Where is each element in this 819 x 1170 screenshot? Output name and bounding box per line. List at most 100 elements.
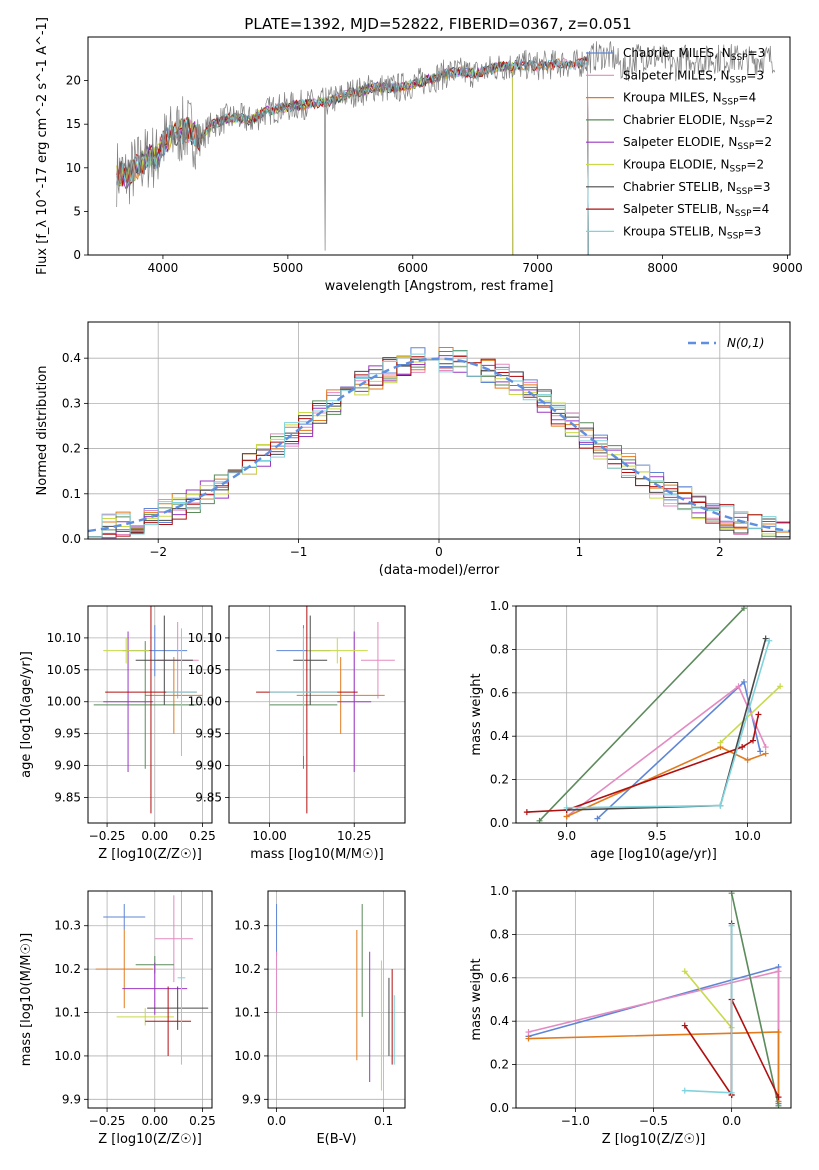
panel-massweight-vs-Z: −1.0 −0.5 0.0 0.0 0.2 0.4 0.6 0.8 1.0 Z [log10(Z/… — [469, 884, 792, 1147]
figure-title: PLATE=1392, MJD=52822, FIBERID=0367, z=0… — [244, 15, 631, 33]
x-tick-label: 6000 — [397, 261, 428, 275]
y-tick-label: 5 — [73, 204, 81, 218]
x-axis-label: age [log10(age/yr)] — [590, 847, 717, 862]
y-tick-label: 1.0 — [490, 884, 509, 898]
y-tick-label: 0.4 — [490, 1014, 509, 1028]
y-tick-label: 0.4 — [490, 729, 509, 743]
y-axis-label: Flux [f_λ 10^-17 erg cm^-2 s^-1 A^-1] — [35, 17, 50, 275]
y-tick-label: 10.3 — [54, 919, 81, 933]
plus-marker — [681, 968, 688, 975]
plus-marker — [739, 744, 746, 751]
plus-marker — [717, 739, 724, 746]
plus-marker — [717, 802, 724, 809]
y-tick-label: 0.6 — [490, 971, 509, 985]
y-tick-label: 15 — [66, 117, 81, 131]
legend-label: Kroupa STELIB, NSSP=3 — [623, 224, 761, 241]
x-axis-label: mass [log10(M/M☉)] — [250, 847, 383, 862]
axes-frame — [87, 36, 791, 256]
plot-area-residual-histogram — [88, 322, 790, 539]
legend-sub: SSP — [739, 120, 756, 130]
legend-rest: =3 — [746, 68, 764, 82]
y-tick-label: 10.0 — [54, 1049, 81, 1063]
panel-spectrum: 4000 5000 6000 7000 8000 9000 0 5 10 15 20 Chabrier… — [35, 17, 803, 294]
y-tick-label: 9.9 — [242, 1092, 261, 1106]
x-tick-label: 0.25 — [189, 1114, 216, 1128]
legend-rest: =3 — [748, 46, 766, 60]
y-tick-label: 10.2 — [234, 962, 261, 976]
plot-area-mass-vs-ebv — [268, 891, 405, 1108]
x-tick-label: 9000 — [772, 261, 803, 275]
x-tick-label: 5000 — [273, 261, 304, 275]
x-tick-label: −0.5 — [639, 1114, 668, 1128]
y-tick-label: 0.6 — [490, 686, 509, 700]
y-tick-label: 10.0 — [234, 1049, 261, 1063]
legend-sub: SSP — [722, 98, 739, 108]
y-tick-label: 10.00 — [47, 695, 81, 709]
plus-marker — [735, 683, 742, 690]
plus-marker — [563, 813, 570, 820]
y-axis-label: mass weight — [469, 673, 484, 755]
legend-label: Chabrier STELIB, NSSP=3 — [623, 180, 771, 197]
plus-marker — [775, 968, 782, 975]
legend-rest: =4 — [752, 202, 770, 216]
plus-marker — [777, 683, 784, 690]
y-axis-label: mass [log10(M/M☉)] — [19, 933, 34, 1066]
y-axis-label: mass weight — [469, 958, 484, 1040]
legend-sub: SSP — [730, 75, 747, 85]
x-axis-label: (data-model)/error — [379, 563, 500, 578]
y-tick-label: 10.10 — [47, 631, 81, 645]
legend-rest: =2 — [746, 158, 764, 172]
x-tick-label: 0.1 — [374, 1114, 393, 1128]
y-axis-label: Normed distribution — [35, 366, 50, 496]
weight-line — [538, 607, 745, 822]
plus-marker — [744, 757, 751, 764]
legend-label: N(0,1) — [727, 336, 764, 350]
panel-residual-histogram: −2 −1 0 1 2 0.0 0.1 0.2 0.3 0.4 N(0,1) (data-model)… — [35, 321, 791, 578]
y-tick-label: 10.3 — [234, 919, 261, 933]
plot-area-age-vs-Z — [88, 606, 212, 823]
x-tick-label: 10.25 — [337, 829, 371, 843]
axes-frame — [87, 605, 213, 824]
x-tick-label: 0.00 — [141, 1114, 168, 1128]
axes-frame — [515, 890, 792, 1109]
plus-marker — [757, 748, 764, 755]
legend-rest: =4 — [739, 91, 757, 105]
plus-marker — [762, 635, 769, 642]
legend-sub: SSP — [727, 231, 744, 241]
x-axis-label: Z [log10(Z/Z☉)] — [602, 1132, 706, 1147]
x-tick-label: 0.0 — [267, 1114, 286, 1128]
legend-rest: =3 — [744, 224, 762, 238]
y-tick-label: 0 — [73, 248, 81, 262]
x-tick-label: 9.5 — [648, 829, 667, 843]
x-axis-label: Z [log10(Z/Z☉)] — [98, 847, 202, 862]
x-axis-label: E(B-V) — [316, 1132, 356, 1147]
weight-line — [684, 925, 733, 1094]
legend-rest: =2 — [754, 135, 772, 149]
x-tick-label: −1 — [290, 545, 308, 559]
observed-spectrum-line — [116, 41, 776, 251]
plus-marker — [523, 809, 530, 816]
x-tick-label: 0.0 — [722, 1114, 741, 1128]
plus-marker — [681, 1022, 688, 1029]
legend-sub: SSP — [735, 209, 752, 219]
y-tick-label: 9.9 — [62, 1092, 81, 1106]
y-tick-label: 10.05 — [47, 663, 81, 677]
y-tick-label: 10.2 — [54, 962, 81, 976]
plus-marker — [594, 815, 601, 822]
panel-age-vs-Z: −0.25 0.00 0.25 9.85 9.90 9.95 10.00 10.05 10.10… — [19, 605, 216, 862]
y-tick-label: 10.1 — [54, 1006, 81, 1020]
plot-area-massweight-vs-age — [516, 606, 791, 823]
y-tick-label: 9.85 — [195, 790, 222, 804]
legend-sub: SSP — [737, 142, 754, 152]
y-tick-label: 20 — [66, 74, 81, 88]
x-tick-label: 4000 — [148, 261, 179, 275]
x-tick-label: −1.0 — [561, 1114, 590, 1128]
model-line — [116, 61, 514, 255]
x-tick-label: 9.0 — [557, 829, 576, 843]
plot-area-age-vs-mass — [229, 606, 405, 823]
axes-frame — [228, 605, 406, 824]
legend-sub: SSP — [736, 187, 753, 197]
y-tick-label: 0.0 — [490, 816, 509, 830]
y-tick-label: 0.1 — [62, 487, 81, 501]
